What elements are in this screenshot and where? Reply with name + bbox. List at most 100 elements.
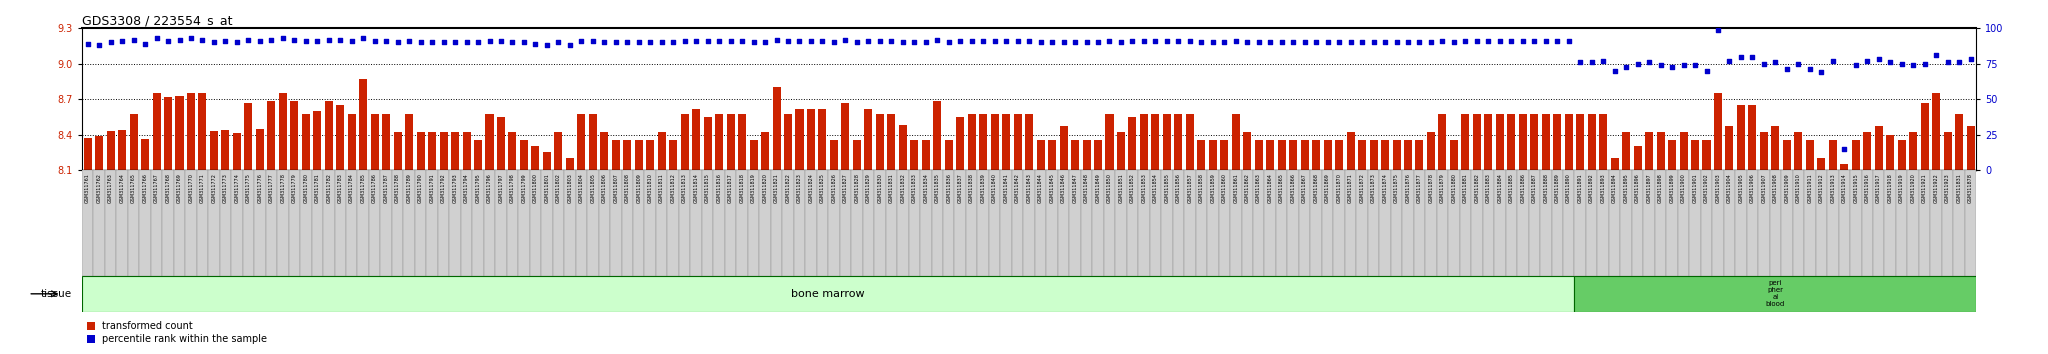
Bar — [106, 131, 115, 170]
Text: GDS3308 / 223554_s_at: GDS3308 / 223554_s_at — [82, 14, 231, 27]
Text: GSM311868: GSM311868 — [1313, 173, 1319, 203]
Text: GSM311780: GSM311780 — [303, 173, 309, 203]
Text: GSM311870: GSM311870 — [1337, 173, 1341, 203]
Point — [1737, 54, 1769, 59]
Bar — [174, 170, 184, 276]
Point — [403, 40, 436, 45]
Point — [1944, 59, 1976, 65]
Text: GSM311768: GSM311768 — [166, 173, 170, 203]
Text: GSM311923: GSM311923 — [1946, 173, 1950, 203]
Text: GSM311806: GSM311806 — [602, 173, 606, 203]
Bar — [279, 93, 287, 170]
Bar — [942, 170, 954, 276]
Point — [1128, 38, 1161, 44]
Bar — [358, 79, 367, 170]
Point — [209, 38, 242, 44]
Text: GSM311827: GSM311827 — [844, 173, 848, 203]
Bar — [1208, 141, 1217, 170]
Bar — [999, 170, 1012, 276]
Text: GSM311883: GSM311883 — [1487, 173, 1491, 203]
Bar — [1243, 132, 1251, 170]
Text: GSM311886: GSM311886 — [1520, 173, 1526, 203]
Point — [1450, 38, 1483, 44]
Text: GSM311865: GSM311865 — [1280, 173, 1284, 203]
Bar — [334, 170, 346, 276]
Text: GSM311798: GSM311798 — [510, 173, 514, 203]
Text: GSM311797: GSM311797 — [498, 173, 504, 203]
Text: GSM311835: GSM311835 — [934, 173, 940, 203]
Point — [1552, 38, 1585, 44]
Bar — [1059, 170, 1069, 276]
Bar — [1141, 114, 1149, 170]
Text: GSM311773: GSM311773 — [223, 173, 227, 203]
Bar — [463, 132, 471, 170]
Bar — [82, 170, 94, 276]
Text: GSM311763: GSM311763 — [109, 173, 113, 203]
Point — [1597, 68, 1630, 74]
Point — [1288, 40, 1321, 45]
Bar — [1321, 170, 1333, 276]
Point — [967, 38, 999, 44]
Bar — [979, 114, 987, 170]
Bar — [1622, 132, 1630, 170]
Point — [1610, 64, 1642, 69]
Text: GSM311782: GSM311782 — [326, 173, 332, 203]
Bar — [1069, 170, 1081, 276]
Bar — [1298, 170, 1311, 276]
Bar — [449, 170, 461, 276]
Bar — [1378, 170, 1391, 276]
Text: GSM311838: GSM311838 — [969, 173, 975, 203]
Text: GSM311892: GSM311892 — [1589, 173, 1593, 203]
Text: GSM311893: GSM311893 — [1602, 173, 1606, 203]
Bar — [1278, 141, 1286, 170]
Bar — [1276, 170, 1288, 276]
Text: GSM311881: GSM311881 — [1462, 173, 1468, 203]
Point — [737, 40, 770, 45]
Text: GSM311811: GSM311811 — [659, 173, 664, 203]
Bar — [530, 146, 539, 170]
Bar — [1427, 132, 1436, 170]
Bar — [461, 170, 473, 276]
Bar — [1425, 170, 1438, 276]
Text: GSM311837: GSM311837 — [958, 173, 963, 203]
Point — [1081, 40, 1114, 45]
Bar — [1849, 170, 1862, 276]
Text: GSM311896: GSM311896 — [1634, 173, 1640, 203]
Bar — [657, 132, 666, 170]
Point — [657, 40, 690, 45]
Text: GSM311809: GSM311809 — [637, 173, 641, 203]
Bar — [1587, 114, 1595, 170]
Text: GSM311841: GSM311841 — [1004, 173, 1010, 203]
Bar — [956, 117, 965, 170]
Bar — [1106, 114, 1114, 170]
Bar — [164, 97, 172, 170]
Text: GSM311855: GSM311855 — [1165, 173, 1169, 203]
Bar — [578, 114, 586, 170]
Point — [575, 38, 608, 44]
Point — [1059, 40, 1092, 45]
Bar — [1253, 170, 1264, 276]
Bar — [1116, 132, 1124, 170]
Bar — [326, 102, 332, 170]
Text: GSM311897: GSM311897 — [1647, 173, 1651, 203]
Point — [1507, 38, 1540, 44]
Bar — [438, 170, 449, 276]
Bar — [1942, 170, 1954, 276]
Bar — [301, 114, 309, 170]
Bar — [932, 170, 942, 276]
Point — [692, 38, 725, 44]
Bar — [692, 109, 700, 170]
Point — [1518, 38, 1550, 44]
Bar — [1370, 141, 1378, 170]
Point — [1886, 61, 1919, 67]
Text: GSM311918: GSM311918 — [1888, 173, 1892, 203]
Bar — [1931, 170, 1942, 276]
Text: GSM311842: GSM311842 — [1016, 173, 1020, 203]
Text: GSM311777: GSM311777 — [268, 173, 274, 203]
Text: GSM311833: GSM311833 — [911, 173, 918, 203]
Text: peri
pher
al
blood: peri pher al blood — [1765, 280, 1786, 307]
Point — [1174, 38, 1206, 44]
Bar — [1505, 170, 1518, 276]
Bar — [621, 170, 633, 276]
Text: GSM311843: GSM311843 — [1026, 173, 1032, 203]
